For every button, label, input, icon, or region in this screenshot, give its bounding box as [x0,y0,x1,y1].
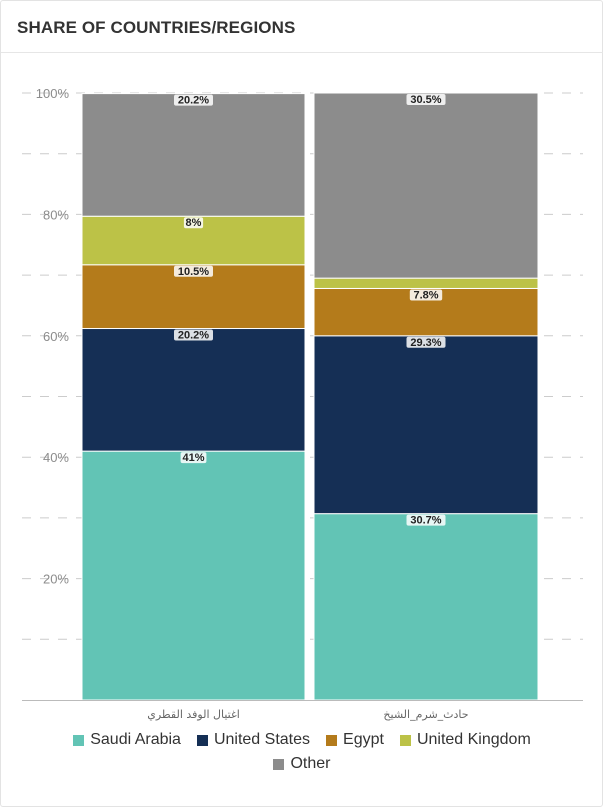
legend-label: Other [290,755,331,772]
legend-item-united-kingdom[interactable]: United Kingdom [399,728,531,752]
category-label: حادث_شرم_الشيخ [383,708,468,721]
data-label: 8% [186,217,202,229]
legend-swatch [273,758,285,770]
legend-label: United Kingdom [416,731,531,748]
bar-segment-other [313,92,539,279]
chart-legend: Saudi Arabia United States Egypt United Kin… [0,728,604,776]
data-label: 7.8% [413,289,438,301]
legend-label: Saudi Arabia [90,731,181,748]
data-label: 29.3% [410,337,441,349]
legend-item-egypt[interactable]: Egypt [326,728,384,752]
data-label-bg [409,289,443,301]
data-label-bg [183,217,204,229]
legend-swatch [73,734,85,746]
legend-swatch [196,734,208,746]
legend-item-united-states[interactable]: United States [196,728,311,752]
card-header: SHARE OF COUNTRIES/REGIONS [1,1,603,53]
bar-segment-united-states [81,328,306,452]
legend-swatch [326,734,338,746]
data-label-bg [174,329,213,341]
bar-segment-saudi-arabia [81,450,306,701]
data-label-bg [174,265,213,277]
bar-segment-other [81,93,306,217]
data-label-bg [406,336,446,348]
legend-label: United States [213,731,311,748]
category-label: اغتيال الوفد القطري [147,708,240,721]
y-tick-label: 40% [43,450,69,465]
y-tick-label: 80% [43,207,69,222]
y-tick-label: 60% [43,329,69,344]
legend-row: Saudi Arabia United States Egypt United Kin… [0,728,604,752]
data-label: 30.5% [410,94,441,106]
data-label: 20.2% [178,330,209,342]
data-label: 20.2% [178,95,209,107]
chart-title: SHARE OF COUNTRIES/REGIONS [17,18,296,37]
legend-swatch [399,734,411,746]
y-tick-label: 20% [43,572,69,587]
bar-segment-united-kingdom [313,277,539,289]
data-label-bg [406,514,446,526]
legend-item-other[interactable]: Other [273,752,331,776]
bar-segment-united-states [313,335,539,515]
data-label-bg [174,94,213,106]
y-tick-label: 100% [36,86,70,101]
data-label: 30.7% [410,515,441,527]
data-label-bg [406,94,446,105]
data-label: 41% [182,452,204,464]
data-label-bg [180,452,207,464]
legend-label: Egypt [343,731,384,748]
stacked-bar-chart: 20% 40% 60% 80% 100% 41% 20.2% 10.5% 8% 20.2% اغتي… [22,86,583,721]
bar-segment-saudi-arabia [313,513,539,701]
legend-item-saudi-arabia[interactable]: Saudi Arabia [73,728,181,752]
legend-row: Other [0,752,604,776]
data-label: 10.5% [178,266,209,278]
